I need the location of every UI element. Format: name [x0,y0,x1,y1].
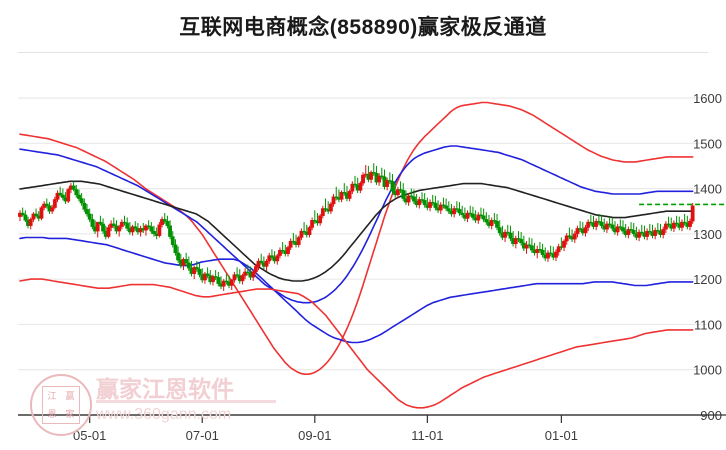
svg-text:1500: 1500 [693,136,722,151]
title-divider [18,52,708,53]
svg-text:11-01: 11-01 [411,428,443,443]
svg-text:1200: 1200 [693,272,722,287]
svg-text:1000: 1000 [693,363,722,378]
svg-text:07-01: 07-01 [186,428,219,443]
svg-text:05-01: 05-01 [73,428,106,443]
channel-bands [19,101,694,409]
page-title: 互联网电商概念(858890)赢家极反通道 [179,16,547,39]
svg-text:1300: 1300 [693,227,722,242]
x-axis-labels: 05-01 07-01 09-01 11-01 01-01 [73,428,578,443]
gridlines [18,97,708,416]
svg-text:01-01: 01-01 [545,428,578,443]
candlestick-series [18,163,695,291]
svg-text:1600: 1600 [693,91,722,106]
x-axis [18,414,726,423]
svg-text:1100: 1100 [694,317,722,332]
svg-text:09-01: 09-01 [298,428,331,443]
svg-text:1400: 1400 [693,182,722,197]
